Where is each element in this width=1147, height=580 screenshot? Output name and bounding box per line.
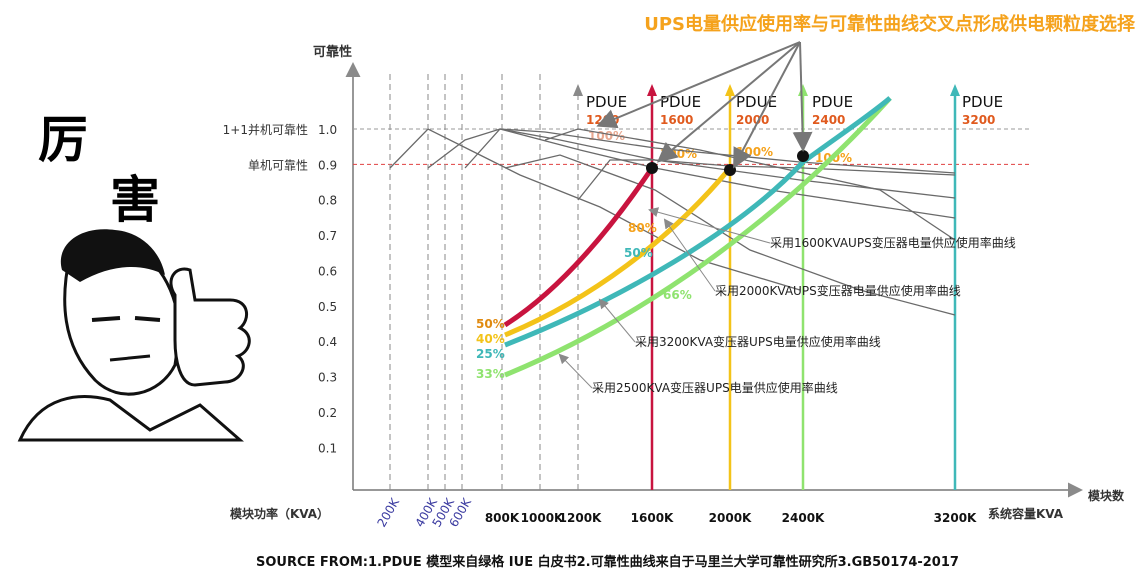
cartoon-mouth: [109, 354, 151, 362]
reliability-curve-1: [427, 128, 956, 219]
series-mid-pct-0: 80%: [628, 221, 657, 235]
series-start-pct-3: 33%: [476, 367, 505, 381]
reliability-curve-4: [577, 159, 956, 201]
pdue-label-1600: PDUE: [660, 93, 701, 111]
series-mid-pct-3: 66%: [663, 288, 692, 302]
y-tick-label-0.4: 0.4: [318, 335, 337, 349]
x-axis-left-label: 模块功率（KVA）: [230, 506, 329, 521]
y-tick-label-0.3: 0.3: [318, 371, 337, 385]
x-axis-end-label: 模块数: [1088, 488, 1125, 503]
exclaim-char-1: 厉: [38, 111, 88, 169]
x-axis-right-label: 系统容量KVA: [988, 506, 1064, 521]
exclaim-char-2: 害: [110, 171, 160, 229]
cross-point-2: [797, 150, 809, 162]
module-tick-800K: 800K: [485, 511, 520, 525]
y-special-label-1: 单机可靠性: [248, 158, 308, 172]
cross-point-1: [724, 164, 736, 176]
cross-point-0: [646, 162, 658, 174]
system-tick-3200K: 3200K: [934, 511, 977, 525]
y-tick-label-0.8: 0.8: [318, 194, 337, 208]
y-tick-label-0.5: 0.5: [318, 300, 337, 314]
series-annotation-3: 采用2500KVA变压器UPS电量供应使用率曲线: [592, 380, 838, 395]
series-start-pct-2: 25%: [476, 347, 505, 361]
pdue-value-3200: 3200: [962, 113, 995, 127]
cartoon-shoulders: [17, 395, 244, 442]
module-tick-1000K: 1000K: [521, 511, 564, 525]
source-line: SOURCE FROM:1.PDUE 模型来自绿格 IUE 白皮书2.可靠性曲线…: [256, 554, 959, 570]
module-tick-200K: 200K: [374, 495, 402, 530]
cartoon-thumbs-up-hand: [169, 267, 251, 387]
pdue-label-3200: PDUE: [962, 93, 1003, 111]
reliability-curve-0: [389, 128, 801, 291]
pdue-label-2400: PDUE: [812, 93, 853, 111]
pdue-value-1600: 1600: [660, 113, 693, 127]
reliability-curve-2: [464, 128, 956, 199]
pdue-arrow-1600K: [647, 84, 657, 96]
usage-curve-2500: [504, 96, 892, 378]
y-tick-label-0.9: 0.9: [318, 158, 337, 172]
pdue-arrow-2000K: [725, 84, 735, 96]
usage-curve-3200-tail: [801, 96, 892, 165]
series-annotation-pointer-0: [648, 207, 771, 244]
reliability-curve-5: [544, 128, 956, 241]
y-tick-label-0.7: 0.7: [318, 229, 337, 243]
series-start-pct-0: 50%: [476, 317, 505, 331]
y-tick-label-0.2: 0.2: [318, 406, 337, 420]
pdue-value-2000: 2000: [736, 113, 769, 127]
y-tick-label-1.0: 1.0: [318, 123, 337, 137]
cartoon-hair: [60, 229, 166, 282]
module-tick-1200K: 1200K: [559, 511, 602, 525]
reliability-curve-6: [504, 154, 956, 316]
title-arrow-1: [656, 41, 801, 163]
pdue-label-1200: PDUE: [586, 93, 627, 111]
series-annotation-pointer-2: [598, 298, 636, 343]
y-tick-label-0.6: 0.6: [318, 264, 337, 278]
series-mid-pct-1: 50%: [624, 246, 653, 260]
series-annotation-2: 采用3200KVA变压器UPS电量供应使用率曲线: [635, 334, 881, 349]
title-arrow-4: [596, 41, 801, 129]
usage-curve-1600: [503, 166, 655, 328]
series-annotation-pointer-1: [663, 218, 716, 292]
pdue-arrow-3200K: [950, 84, 960, 96]
title-arrow-3: [792, 41, 813, 152]
system-tick-1600K: 1600K: [631, 511, 674, 525]
cartoon-eyes: [91, 316, 161, 322]
y-axis-title: 可靠性: [313, 44, 352, 60]
pdue-value-2400: 2400: [812, 113, 845, 127]
series-annotation-pointer-3: [558, 353, 593, 389]
usage-curve-2000: [504, 166, 732, 338]
chart-title: UPS电量供应使用率与可靠性曲线交叉点形成供电颗粒度选择: [644, 13, 1136, 35]
pdue-arrow-2400K: [798, 84, 808, 96]
title-arrow-2: [733, 41, 801, 169]
series-annotation-1: 采用2000KVAUPS变压器电量供应使用率曲线: [715, 283, 961, 298]
series-start-pct-1: 40%: [476, 332, 505, 346]
usage-curve-3200: [504, 160, 805, 348]
system-tick-2400K: 2400K: [782, 511, 825, 525]
series-annotation-0: 采用1600KVAUPS变压器电量供应使用率曲线: [770, 235, 1016, 250]
pdue-arrow-1200: [573, 84, 583, 96]
y-tick-label-0.1: 0.1: [318, 441, 337, 455]
y-special-label-0: 1+1并机可靠性: [223, 123, 308, 137]
reliability-curve-3: [499, 128, 956, 174]
system-tick-2000K: 2000K: [709, 511, 752, 525]
